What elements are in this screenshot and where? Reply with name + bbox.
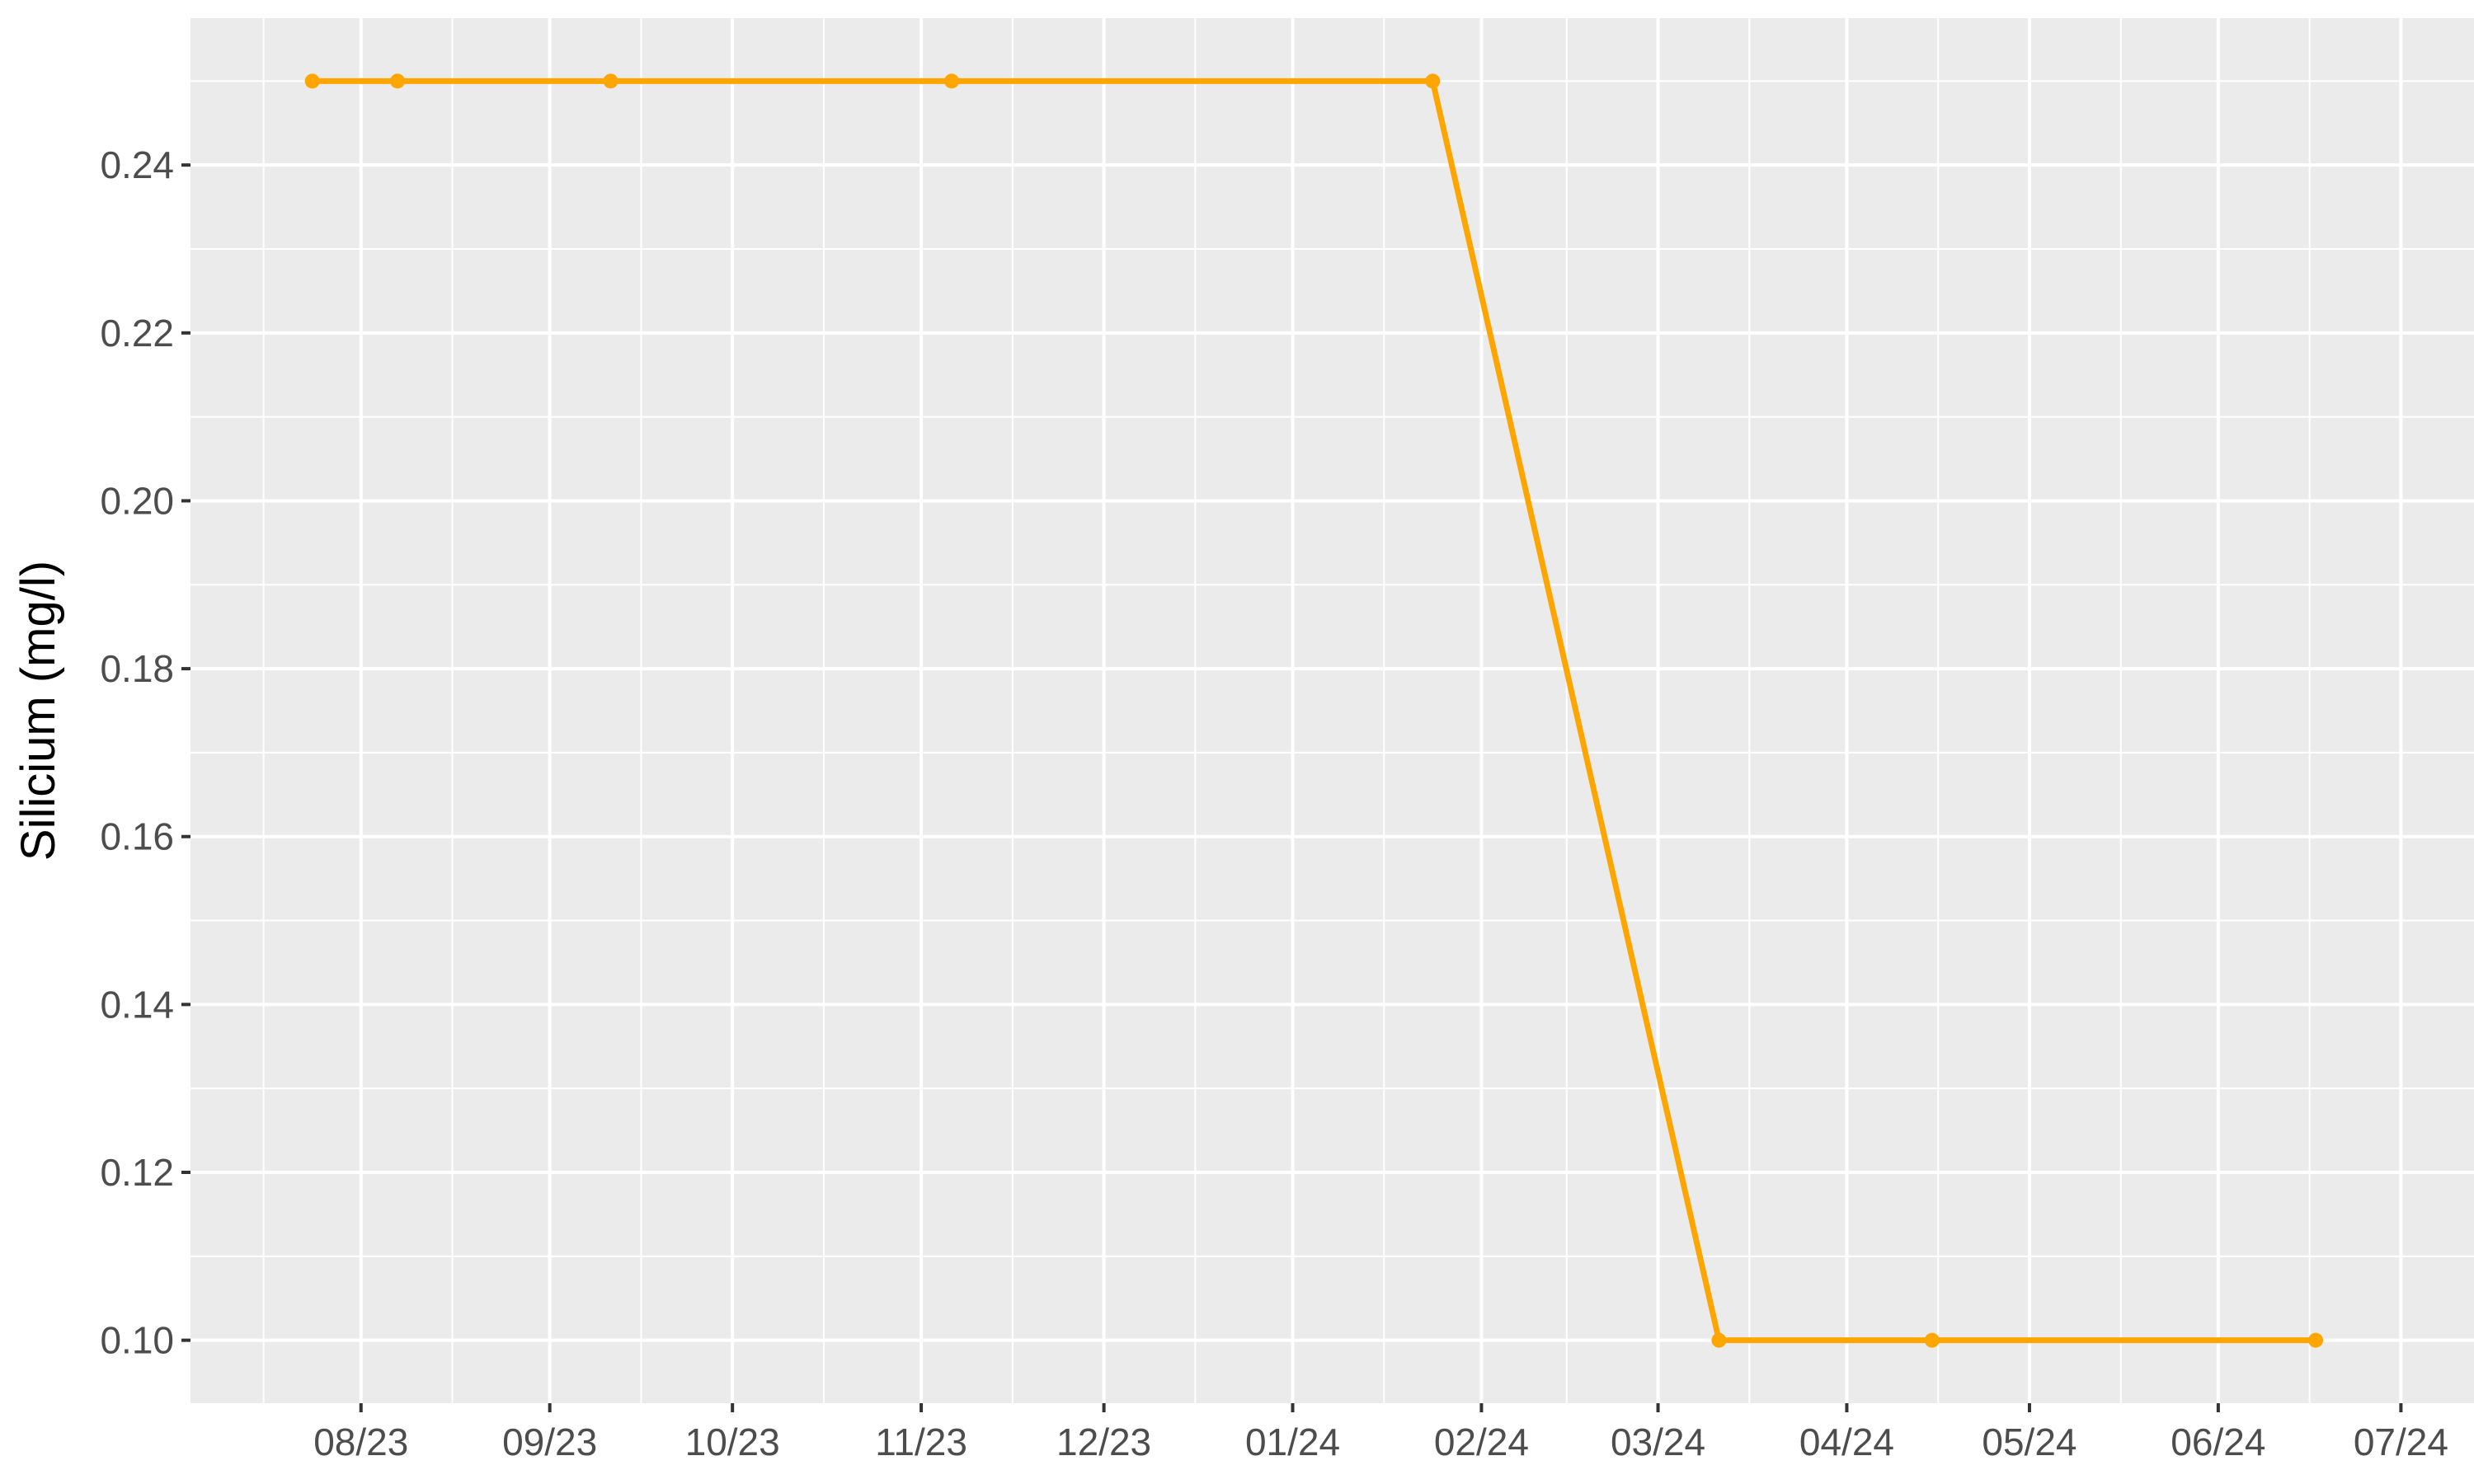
data-point: [603, 73, 618, 89]
y-tick-label: 0.16: [100, 815, 174, 858]
x-axis: 08/23 09/23 10/23 11/23 12/23 01/24 02/24 03/24…: [313, 1403, 2448, 1463]
x-tick-label: 03/24: [1611, 1421, 1705, 1463]
data-point: [390, 73, 406, 89]
y-tick-label: 0.18: [100, 647, 174, 690]
x-tick-label: 10/23: [685, 1421, 780, 1463]
y-tick-label: 0.10: [100, 1319, 174, 1362]
y-tick-label: 0.12: [100, 1151, 174, 1194]
x-tick-label: 02/24: [1434, 1421, 1529, 1463]
y-axis: 0.10 0.12 0.14 0.16 0.18 0.20 0.22 0.24: [100, 143, 190, 1362]
x-tick-label: 06/24: [2171, 1421, 2265, 1463]
plot-panel: [190, 18, 2474, 1403]
data-point: [1924, 1332, 1940, 1348]
y-tick-label: 0.20: [100, 479, 174, 522]
y-tick-label: 0.24: [100, 143, 174, 186]
data-point: [304, 73, 320, 89]
series-layer: [304, 73, 2324, 1348]
x-tick-label: 09/23: [502, 1421, 597, 1463]
major-gridlines: [190, 18, 2474, 1403]
x-tick-label: 11/23: [875, 1421, 967, 1463]
y-tick-label: 0.22: [100, 312, 174, 355]
x-tick-label: 08/23: [313, 1421, 408, 1463]
y-tick-label: 0.14: [100, 983, 174, 1026]
x-tick-label: 07/24: [2354, 1421, 2448, 1463]
data-point: [1425, 73, 1441, 89]
data-point: [1711, 1332, 1727, 1348]
data-point: [944, 73, 959, 89]
x-tick-label: 01/24: [1245, 1421, 1340, 1463]
x-tick-label: 05/24: [1982, 1421, 2077, 1463]
data-point: [2308, 1332, 2324, 1348]
series-line: [309, 77, 2319, 1344]
x-tick-label: 12/23: [1056, 1421, 1151, 1463]
x-tick-label: 04/24: [1799, 1421, 1894, 1463]
y-axis-title: Silicium (mg/l): [12, 561, 65, 861]
